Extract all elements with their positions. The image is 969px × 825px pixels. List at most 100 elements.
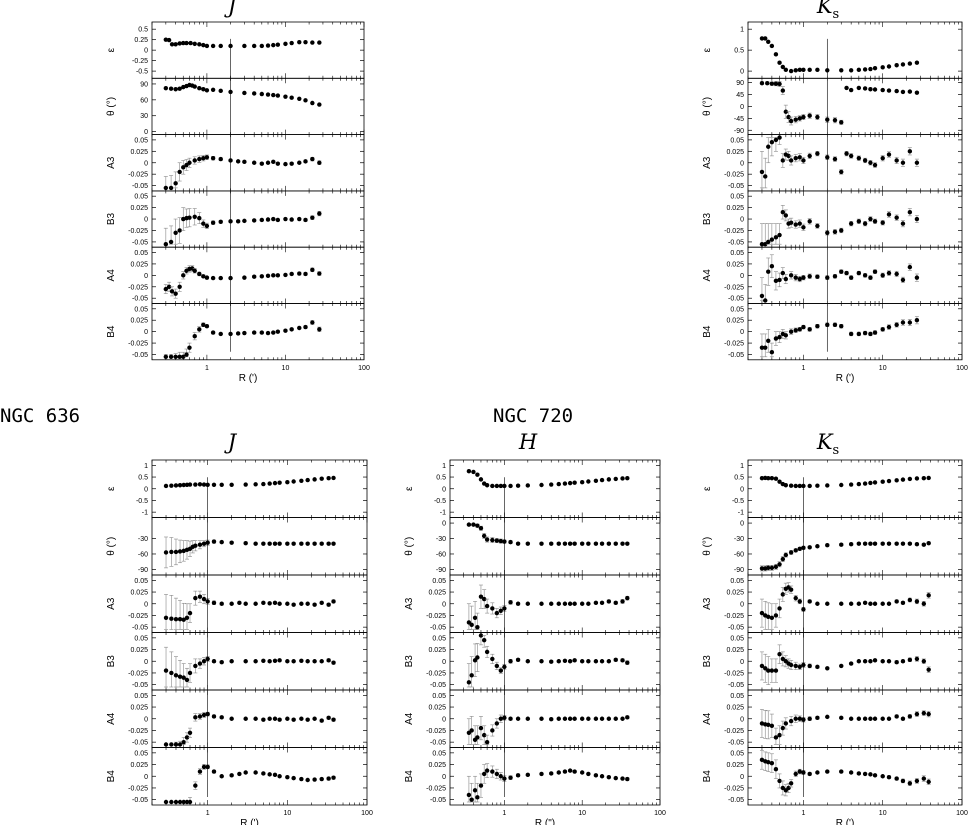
data-point (169, 483, 174, 488)
data-point (173, 483, 179, 488)
data-point (283, 328, 288, 333)
data-point (285, 659, 290, 664)
y-axis-label: ε (404, 486, 415, 491)
data-point (579, 541, 585, 546)
data-point (769, 668, 775, 673)
data-point (265, 160, 271, 165)
panel-frame (449, 747, 661, 806)
data-point (839, 68, 844, 73)
x-axis-label: R (') (240, 818, 259, 825)
y-axis-label: B4 (106, 325, 117, 338)
data-point (572, 769, 577, 774)
data-point (193, 595, 198, 601)
data-point (606, 716, 612, 721)
data-point (783, 67, 789, 73)
data-point (572, 658, 577, 663)
data-point (525, 541, 531, 546)
data-point (277, 717, 282, 722)
data-point (886, 152, 892, 157)
data-point (184, 352, 189, 357)
data-point (272, 772, 278, 778)
data-point (606, 599, 612, 604)
y-axis-label: A3 (404, 597, 415, 610)
data-point (466, 468, 472, 474)
data-point (181, 273, 186, 278)
data-point (275, 217, 281, 223)
data-point (773, 668, 779, 673)
data-point (305, 477, 310, 483)
data-point (613, 600, 618, 606)
data-point (793, 155, 798, 161)
data-point (484, 483, 490, 488)
data-point (562, 601, 568, 606)
data-point (783, 552, 789, 558)
data-point (579, 659, 585, 664)
data-point (259, 161, 265, 166)
y-tick-label: -0.05 (132, 239, 148, 246)
data-point (285, 541, 290, 546)
data-point (193, 715, 198, 720)
data-point (177, 284, 182, 289)
data-point (326, 658, 331, 663)
data-point (556, 716, 561, 721)
data-point (481, 732, 487, 738)
y-axis-label: B3 (106, 212, 117, 225)
data-point (484, 537, 490, 542)
data-point (275, 93, 281, 98)
y-tick-label: -90 (436, 567, 446, 574)
data-point (261, 717, 266, 722)
data-point (173, 181, 178, 186)
y-tick-label: 45 (736, 92, 744, 99)
data-point (766, 269, 771, 274)
y-tick-label: 0.05 (134, 693, 148, 700)
data-point (777, 778, 782, 784)
data-point (825, 666, 830, 671)
data-point (177, 354, 182, 359)
y-tick-label: 0.025 (130, 647, 148, 654)
data-point (900, 221, 906, 226)
data-point (815, 544, 820, 549)
data-point (219, 715, 224, 720)
data-point (872, 219, 878, 224)
data-point (797, 769, 802, 774)
data-point (894, 478, 899, 483)
data-point (797, 716, 802, 721)
data-point (759, 80, 765, 86)
data-point (848, 221, 854, 226)
data-point (921, 542, 927, 547)
y-tick-label: 0.5 (436, 475, 446, 482)
y-tick-label: 0.025 (130, 318, 148, 325)
data-point (211, 769, 217, 774)
data-point (593, 600, 599, 606)
data-point (788, 718, 794, 724)
data-point (508, 483, 513, 489)
y-tick-label: 0 (740, 486, 744, 493)
y-tick-label: 0.05 (730, 693, 744, 700)
data-point (490, 483, 495, 489)
data-point (788, 781, 794, 786)
y-tick-label: -0.25 (132, 58, 148, 65)
y-tick-label: -0.025 (128, 728, 148, 735)
data-point (567, 768, 573, 773)
data-point (243, 601, 248, 606)
data-point (759, 566, 765, 571)
y-tick-label: -0.05 (132, 296, 148, 303)
y-tick-label: 0.025 (726, 205, 744, 212)
data-point (471, 522, 476, 527)
y-tick-label: -0.05 (430, 740, 446, 747)
data-point (793, 117, 798, 122)
data-point (926, 593, 931, 598)
data-point (192, 214, 197, 219)
data-point (177, 41, 182, 46)
data-point (868, 87, 873, 92)
y-tick-label: 0.025 (130, 205, 148, 212)
data-point (844, 151, 849, 156)
data-point (187, 345, 192, 350)
data-point (780, 88, 786, 93)
data-point (242, 218, 247, 224)
data-point (783, 721, 789, 726)
data-point (807, 113, 812, 118)
data-point (766, 668, 771, 673)
data-point (173, 742, 179, 747)
y-tick-label: -0.05 (430, 797, 446, 804)
